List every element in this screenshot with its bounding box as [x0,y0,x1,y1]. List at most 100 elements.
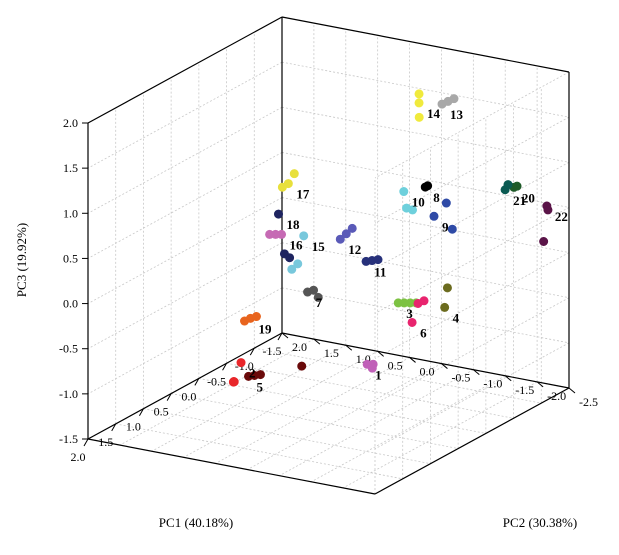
y-axis-tick [281,332,289,339]
group-label-20: 20 [522,190,535,205]
group-label-19: 19 [258,321,272,336]
x-axis-tick [194,378,200,386]
data-point-group-21 [503,180,513,190]
x-axis-tick-label: -1.5 [263,344,282,358]
data-point-group-18 [273,209,283,219]
floor-gridline-y [342,381,538,489]
axis-frame-edge [281,16,570,73]
y-axis-tick [441,363,448,369]
floor-gridline-y [151,344,346,452]
floor-gridline-x [226,362,514,419]
group-label-10: 10 [412,195,425,210]
axis-frame-edge [281,332,570,389]
x-axis-tick-label: -0.5 [207,374,226,388]
floor-gridline-y [183,350,378,458]
data-point-group-17 [277,182,287,192]
data-point-group-12 [341,229,351,239]
data-point-group-1 [367,363,377,373]
data-point-group-4 [440,302,450,312]
wall-gridline-z [374,252,570,359]
z-axis-tick-label: 0.0 [63,297,78,311]
data-point-group-18 [285,253,295,263]
data-point-group-5 [297,361,307,371]
floor-gridline-y [215,357,410,464]
wall-gridline-z [281,61,570,118]
y-axis-tick-label: -1.5 [515,383,534,397]
y-axis-tick [536,381,544,388]
x-axis-tick-label: 0.0 [181,389,196,403]
data-point-group-2 [236,358,246,368]
x-axis-tick [83,438,89,447]
data-point-group-4 [442,283,452,293]
data-point-group-19 [251,312,261,322]
data-point-group-7 [309,285,319,295]
left-wall-gridline-z [87,106,283,214]
floor-gridline-y [279,369,474,477]
z-axis-tick-label: -1.0 [59,387,78,401]
left-wall-gridline-z [87,152,283,259]
group-label-5: 5 [257,379,264,394]
group-label-6: 6 [420,325,427,340]
x-axis-tick-label: 1.5 [98,435,113,449]
wall-gridline-z [374,342,570,450]
z-axis-tick-label: -0.5 [59,342,78,356]
data-point-group-2 [228,377,238,387]
data-point-group-6 [407,317,417,327]
x-axis-tick [138,408,144,416]
axis-frame-edge [87,332,283,440]
group-label-13: 13 [450,107,464,122]
z-axis-tick-label: 1.5 [63,161,78,175]
x-axis-tick [111,423,117,432]
data-point-group-6 [419,296,429,306]
data-point-group-12 [347,223,357,233]
y-axis-tick [377,350,384,357]
wall-gridline-z [281,287,570,344]
left-wall-gridline-z [87,242,283,350]
floor-gridline-x [115,423,403,480]
y-axis-tick-label: -0.5 [451,371,470,385]
group-label-8: 8 [433,190,440,205]
y-axis-tick-label: -2.5 [579,395,598,409]
x-axis-tick-label: 0.5 [154,405,169,419]
wall-gridline-z [374,297,570,405]
data-point-group-10 [408,205,418,215]
y-axis-tick-label: 0.0 [420,364,435,378]
data-point-group-13 [449,94,459,104]
data-point-group-15 [287,264,297,274]
floor-gridline-x [198,378,486,434]
group-label-3: 3 [406,306,413,321]
x-axis-title: PC1 (40.18%) [159,515,233,530]
group-label-7: 7 [316,295,323,310]
z-axis-title: PC3 (19.92%) [14,223,29,297]
data-point-group-14 [414,98,424,108]
y-axis-tick-label: 2.0 [292,340,307,354]
data-point-group-15 [299,231,309,241]
left-wall-gridline-z [87,61,283,169]
data-point-group-22 [543,205,553,215]
data-points [228,89,553,387]
group-label-12: 12 [348,242,361,257]
data-point-group-14 [414,112,424,122]
data-point-group-12 [335,234,345,244]
y-axis-tick-label: 0.5 [388,358,403,372]
floor-gridline-x [254,347,542,404]
data-point-group-5 [255,370,265,380]
y-axis-tick-label: 1.5 [324,346,339,360]
data-point-group-9 [447,224,457,234]
wall-gridline-z [374,161,570,269]
data-point-group-22 [539,237,549,247]
data-point-group-11 [373,255,383,265]
wall-gridline-z [281,106,570,163]
group-label-4: 4 [453,310,460,325]
axis-frame-edge [87,16,283,124]
group-label-18: 18 [286,217,300,232]
floor-gridline-y [247,363,442,470]
grid-lines [87,16,570,495]
left-wall-gridline-z [87,197,283,304]
group-label-17: 17 [296,187,310,202]
wall-gridline-z [281,152,570,208]
wall-gridline-z [374,207,570,314]
data-point-group-19 [240,316,250,326]
